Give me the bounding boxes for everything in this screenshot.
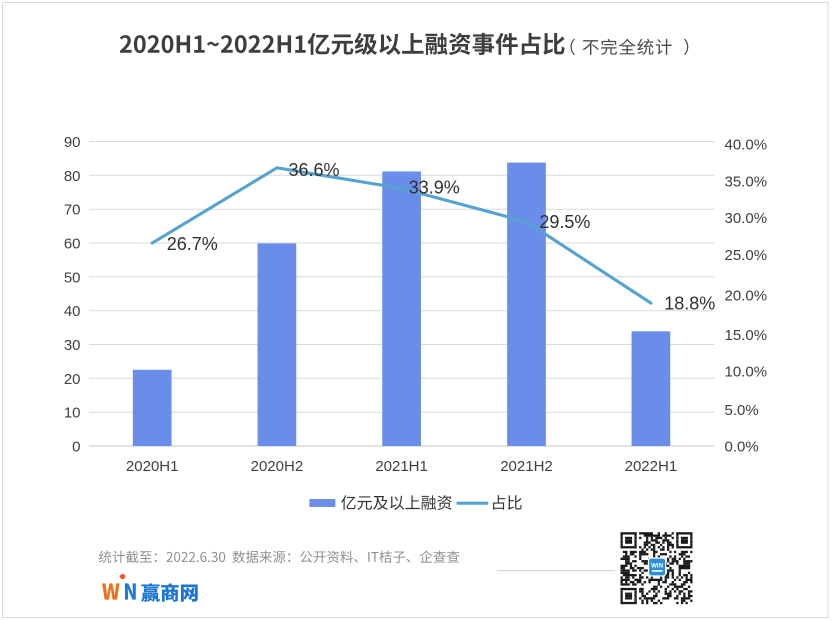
svg-text:20.0%: 20.0% bbox=[725, 288, 768, 305]
svg-text:40.0%: 40.0% bbox=[725, 137, 768, 154]
svg-text:0.0%: 0.0% bbox=[725, 439, 759, 456]
svg-text:2021H1: 2021H1 bbox=[375, 458, 428, 475]
svg-text:40: 40 bbox=[64, 303, 81, 320]
svg-text:20: 20 bbox=[64, 371, 81, 388]
svg-text:30.0%: 30.0% bbox=[725, 210, 768, 227]
svg-text:29.5%: 29.5% bbox=[539, 212, 590, 232]
svg-text:10.0%: 10.0% bbox=[725, 364, 768, 381]
svg-text:70: 70 bbox=[64, 202, 81, 219]
svg-text:36.6%: 36.6% bbox=[289, 160, 340, 180]
svg-text:WiN: WiN bbox=[651, 563, 664, 570]
svg-text:80: 80 bbox=[64, 168, 81, 185]
svg-text:50: 50 bbox=[64, 269, 81, 286]
svg-text:25.0%: 25.0% bbox=[725, 247, 768, 264]
svg-text:10: 10 bbox=[64, 405, 81, 422]
svg-text:2022H1: 2022H1 bbox=[625, 458, 678, 475]
svg-text:33.9%: 33.9% bbox=[409, 177, 460, 197]
svg-text:35.0%: 35.0% bbox=[725, 174, 768, 191]
svg-text:30: 30 bbox=[64, 337, 81, 354]
svg-text:60: 60 bbox=[64, 236, 81, 253]
svg-text:15.0%: 15.0% bbox=[725, 327, 768, 344]
svg-text:2020H2: 2020H2 bbox=[251, 458, 304, 475]
svg-text:26.7%: 26.7% bbox=[167, 234, 218, 254]
svg-text:0: 0 bbox=[72, 439, 80, 456]
svg-text:2021H2: 2021H2 bbox=[500, 458, 553, 475]
svg-text:18.8%: 18.8% bbox=[664, 293, 715, 313]
svg-text:2020H1: 2020H1 bbox=[126, 458, 179, 475]
svg-text:90: 90 bbox=[64, 134, 81, 151]
svg-text:5.0%: 5.0% bbox=[725, 402, 759, 419]
